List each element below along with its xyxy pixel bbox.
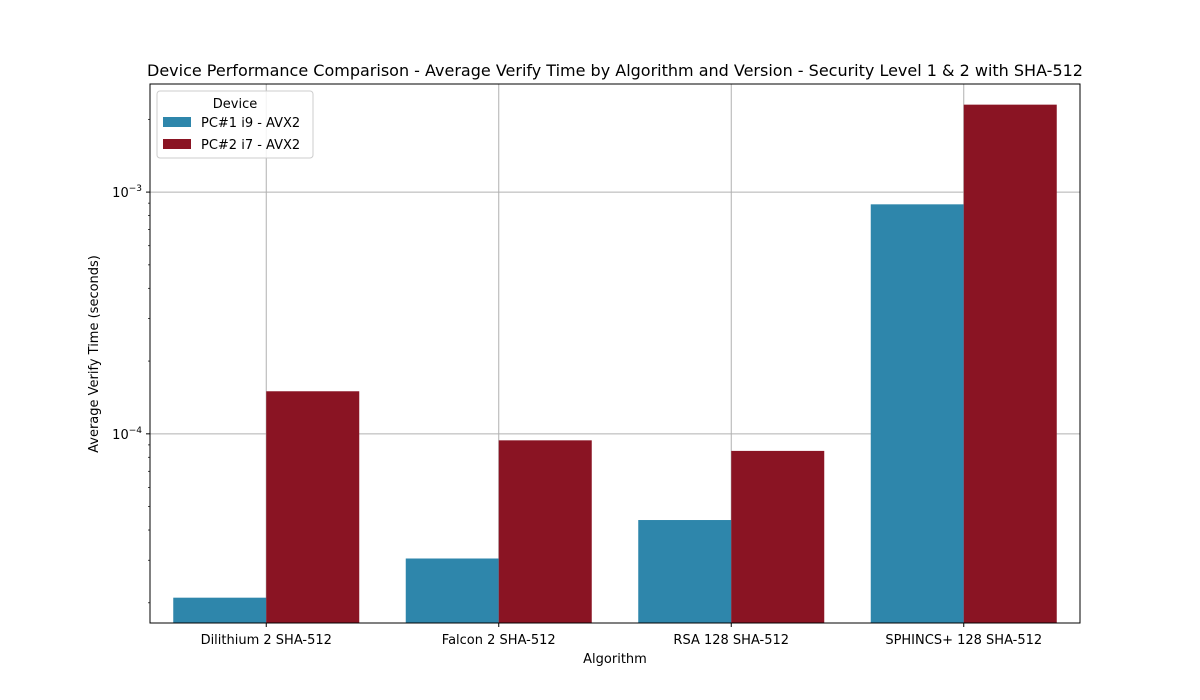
- x-ticks: Dilithium 2 SHA-512 Falcon 2 SHA-512 RSA 1…: [201, 623, 1042, 648]
- x-axis-label: Algorithm: [583, 652, 647, 667]
- y-ticks: 10−4 10−3: [112, 118, 150, 604]
- bar: [963, 104, 1057, 623]
- legend-swatch-pc1: [163, 117, 191, 127]
- legend-title: Device: [213, 97, 257, 112]
- bar: [731, 450, 825, 623]
- chart-title: Device Performance Comparison - Average …: [147, 61, 1083, 80]
- bar: [638, 520, 732, 623]
- legend-swatch-pc2: [163, 139, 191, 149]
- x-tick-label: Falcon 2 SHA-512: [442, 633, 556, 648]
- bar: [498, 440, 592, 623]
- x-tick-label: SPHINCS+ 128 SHA-512: [885, 633, 1042, 648]
- bars: [173, 104, 1057, 623]
- x-tick-label: Dilithium 2 SHA-512: [201, 633, 332, 648]
- legend-label-pc1: PC#1 i9 - AVX2: [201, 116, 300, 131]
- bar: [870, 204, 964, 623]
- y-axis-label: Average Verify Time (seconds): [87, 255, 102, 453]
- legend: Device PC#1 i9 - AVX2 PC#2 i7 - AVX2: [156, 90, 314, 159]
- bar: [266, 391, 360, 623]
- legend-box: [156, 90, 314, 159]
- bar: [405, 558, 499, 623]
- y-tick-label: 10−3: [112, 184, 142, 201]
- x-tick-label: RSA 128 SHA-512: [673, 633, 789, 648]
- bar: [173, 597, 267, 623]
- plot-frame: [149, 83, 1081, 624]
- legend-label-pc2: PC#2 i7 - AVX2: [201, 138, 300, 153]
- y-tick-label: 10−4: [112, 426, 142, 443]
